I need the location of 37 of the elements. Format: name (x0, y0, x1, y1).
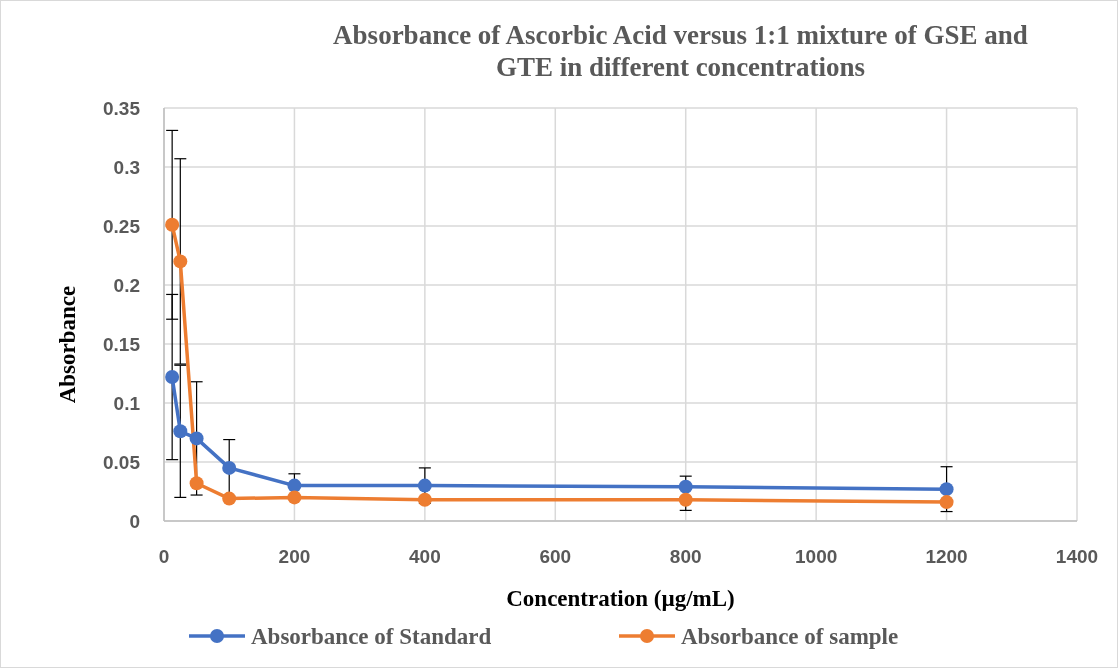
x-tick-label: 600 (539, 546, 572, 567)
y-tick-label: 0.3 (113, 156, 140, 178)
x-tick-label: 400 (409, 546, 441, 567)
point (222, 491, 237, 506)
x-tick-label: 1400 (1055, 546, 1099, 567)
y-tick-label: 0.15 (103, 333, 141, 355)
point (678, 479, 693, 494)
point (678, 492, 693, 507)
point (165, 217, 180, 232)
legend-label: Absorbance of Standard (251, 624, 492, 650)
point (287, 490, 302, 505)
y-tick-label: 0.1 (113, 392, 141, 414)
point (189, 476, 204, 491)
x-tick-label: 0 (158, 546, 170, 567)
point (165, 370, 180, 385)
x-tick-label: 1000 (795, 546, 838, 567)
point (189, 431, 204, 446)
legend-label: Absorbance of sample (681, 624, 899, 650)
x-tick-label: 1200 (925, 546, 968, 567)
point (417, 478, 432, 493)
point (939, 495, 954, 510)
point (417, 492, 432, 507)
y-tick-label: 0.35 (103, 97, 141, 119)
y-axis-title: Absorbance (55, 285, 80, 404)
point (287, 478, 302, 493)
y-tick-label: 0.25 (103, 215, 141, 237)
x-tick-label: 800 (669, 546, 702, 567)
x-tick-label: 200 (278, 546, 311, 567)
point (173, 424, 188, 439)
chart-title: Absorbance of Ascorbic Acid versus 1:1 mixture of GSE and GTE in different concentrations (333, 20, 1028, 82)
point (939, 482, 954, 497)
y-tick-label: 0.2 (113, 274, 140, 296)
point (222, 460, 237, 475)
x-axis-title: Concentration (µg/mL) (506, 586, 735, 611)
y-tick-label: 0 (129, 510, 140, 532)
y-tick-label: 0.05 (103, 451, 141, 473)
point (173, 254, 188, 269)
